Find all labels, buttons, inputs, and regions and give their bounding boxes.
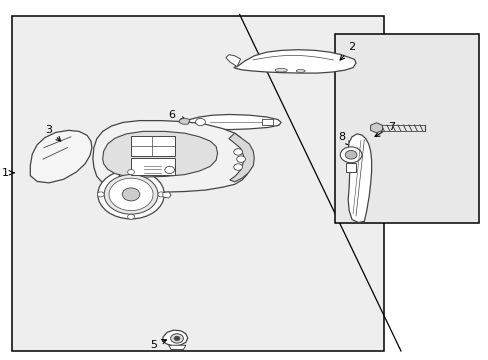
Circle shape [195, 118, 205, 126]
Ellipse shape [296, 69, 305, 72]
Circle shape [345, 150, 356, 159]
Polygon shape [168, 345, 185, 350]
Circle shape [164, 166, 174, 174]
Polygon shape [93, 121, 251, 192]
Text: 7: 7 [374, 122, 394, 136]
Polygon shape [233, 50, 355, 73]
Circle shape [127, 214, 134, 219]
Circle shape [174, 336, 180, 341]
Polygon shape [347, 134, 371, 222]
Bar [131, 158, 175, 175]
Polygon shape [225, 55, 240, 67]
Text: 6: 6 [168, 110, 185, 121]
Bar [262, 119, 272, 125]
Circle shape [97, 192, 104, 197]
Ellipse shape [274, 68, 287, 72]
Circle shape [170, 334, 183, 343]
Circle shape [122, 188, 140, 201]
Polygon shape [102, 131, 217, 177]
Circle shape [158, 192, 164, 197]
Bar [334, 34, 478, 223]
Bar [131, 136, 175, 156]
Circle shape [109, 178, 153, 211]
Circle shape [98, 170, 164, 219]
Circle shape [340, 147, 361, 163]
Circle shape [104, 175, 158, 214]
Text: 1: 1 [1, 168, 14, 178]
Circle shape [233, 164, 242, 170]
Bar [12, 16, 383, 351]
Polygon shape [30, 130, 92, 183]
Text: 4: 4 [118, 171, 130, 187]
Text: 2: 2 [340, 42, 355, 60]
Text: 5: 5 [150, 339, 166, 350]
Polygon shape [228, 133, 254, 182]
Text: 3: 3 [45, 125, 61, 141]
Text: 8: 8 [338, 132, 350, 146]
Circle shape [127, 170, 134, 175]
Polygon shape [346, 163, 355, 172]
Circle shape [236, 156, 245, 162]
Polygon shape [179, 118, 189, 124]
Polygon shape [163, 192, 171, 198]
Polygon shape [188, 114, 281, 130]
Polygon shape [162, 330, 187, 346]
Circle shape [233, 149, 242, 155]
